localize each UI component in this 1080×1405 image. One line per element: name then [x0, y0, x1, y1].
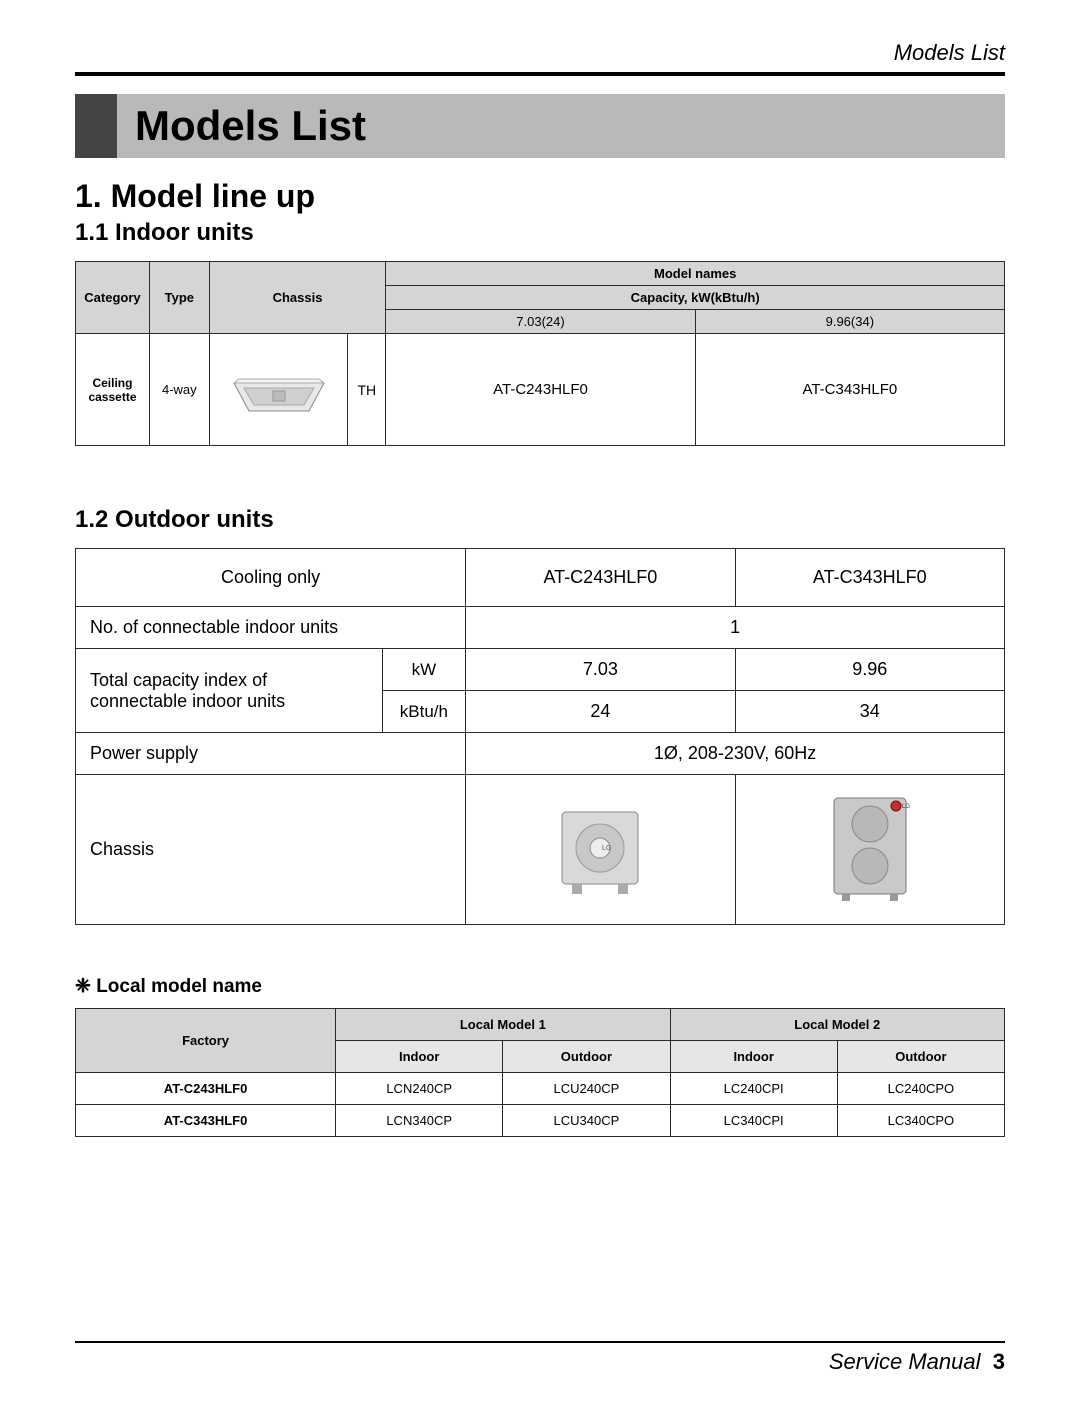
local-model-heading: ❈ Local model name	[75, 975, 1005, 998]
outdoor-model-1: AT-C243HLF0	[466, 549, 735, 607]
col-local-2: Local Model 2	[670, 1009, 1004, 1041]
kbtu-2: 34	[735, 691, 1004, 733]
col-model-names: Model names	[386, 262, 1005, 286]
col-lm2-indoor: Indoor	[670, 1041, 837, 1073]
col-lm1-outdoor: Outdoor	[503, 1041, 670, 1073]
header-right-label: Models List	[75, 40, 1005, 66]
kw-2: 9.96	[735, 649, 1004, 691]
col-lm1-indoor: Indoor	[336, 1041, 503, 1073]
col-lm2-outdoor: Outdoor	[837, 1041, 1004, 1073]
section-1-heading: 1. Model line up	[75, 178, 1005, 215]
outdoor-units-table: Cooling only AT-C243HLF0 AT-C343HLF0 No.…	[75, 548, 1005, 925]
col-type: Type	[149, 262, 209, 334]
table-row: AT-C243HLF0 LCN240CP LCU240CP LC240CPI L…	[76, 1073, 1005, 1105]
cell: LC340CPO	[837, 1105, 1004, 1137]
cell: LCN240CP	[336, 1073, 503, 1105]
table-row: AT-C343HLF0 LCN340CP LCU340CP LC340CPI L…	[76, 1105, 1005, 1137]
svg-text:LG: LG	[602, 845, 611, 852]
col-local-1: Local Model 1	[336, 1009, 670, 1041]
chassis-image-2: LG	[735, 775, 1004, 925]
page-number: 3	[993, 1349, 1005, 1374]
page: Models List Models List 1. Model line up…	[0, 0, 1080, 1405]
cell: LC240CPI	[670, 1073, 837, 1105]
cassette-icon	[229, 353, 329, 423]
section-1-1-heading: 1.1 Indoor units	[75, 219, 1005, 247]
chassis-label: Chassis	[76, 775, 466, 925]
cap-1: 7.03(24)	[386, 310, 695, 334]
cell-type: 4-way	[149, 334, 209, 446]
title-accent	[75, 94, 117, 158]
top-rule	[75, 72, 1005, 76]
col-factory: Factory	[76, 1009, 336, 1073]
col-chassis: Chassis	[209, 262, 386, 334]
footer: Service Manual 3	[75, 1341, 1005, 1375]
bottom-rule	[75, 1341, 1005, 1343]
cell: LC340CPI	[670, 1105, 837, 1137]
col-capacity: Capacity, kW(kBtu/h)	[386, 286, 1005, 310]
svg-text:LG: LG	[902, 804, 910, 810]
cell: LC240CPO	[837, 1073, 1004, 1105]
section-1-2-heading: 1.2 Outdoor units	[75, 506, 1005, 534]
total-cap-label: Total capacity index of connectable indo…	[76, 649, 383, 733]
local-model-table: Factory Local Model 1 Local Model 2 Indo…	[75, 1008, 1005, 1137]
cell-category: Ceiling cassette	[76, 334, 150, 446]
connectable-value: 1	[466, 607, 1005, 649]
factory-cell: AT-C243HLF0	[76, 1073, 336, 1105]
outdoor-unit-small-icon: LG	[550, 792, 650, 902]
factory-cell: AT-C343HLF0	[76, 1105, 336, 1137]
unit-kbtu: kBtu/h	[382, 691, 466, 733]
cooling-only-label: Cooling only	[76, 549, 466, 607]
kbtu-1: 24	[466, 691, 735, 733]
outdoor-model-2: AT-C343HLF0	[735, 549, 1004, 607]
outdoor-unit-large-icon: LG	[820, 792, 920, 902]
cap-2: 9.96(34)	[695, 310, 1004, 334]
power-value: 1Ø, 208-230V, 60Hz	[466, 733, 1005, 775]
col-category: Category	[76, 262, 150, 334]
cell-chassis-image	[209, 334, 348, 446]
cell-model-2: AT-C343HLF0	[695, 334, 1004, 446]
cell: LCU240CP	[503, 1073, 670, 1105]
chassis-image-1: LG	[466, 775, 735, 925]
cell: LCN340CP	[336, 1105, 503, 1137]
title-bar: Models List	[75, 94, 1005, 158]
cell-chassis-code: TH	[348, 334, 386, 446]
cell-model-1: AT-C243HLF0	[386, 334, 695, 446]
indoor-units-table: Category Type Chassis Model names Capaci…	[75, 261, 1005, 446]
footer-label: Service Manual	[829, 1349, 981, 1374]
unit-kw: kW	[382, 649, 466, 691]
cell: LCU340CP	[503, 1105, 670, 1137]
footer-text: Service Manual 3	[75, 1349, 1005, 1375]
connectable-label: No. of connectable indoor units	[76, 607, 466, 649]
page-title: Models List	[117, 94, 1005, 158]
kw-1: 7.03	[466, 649, 735, 691]
power-label: Power supply	[76, 733, 466, 775]
